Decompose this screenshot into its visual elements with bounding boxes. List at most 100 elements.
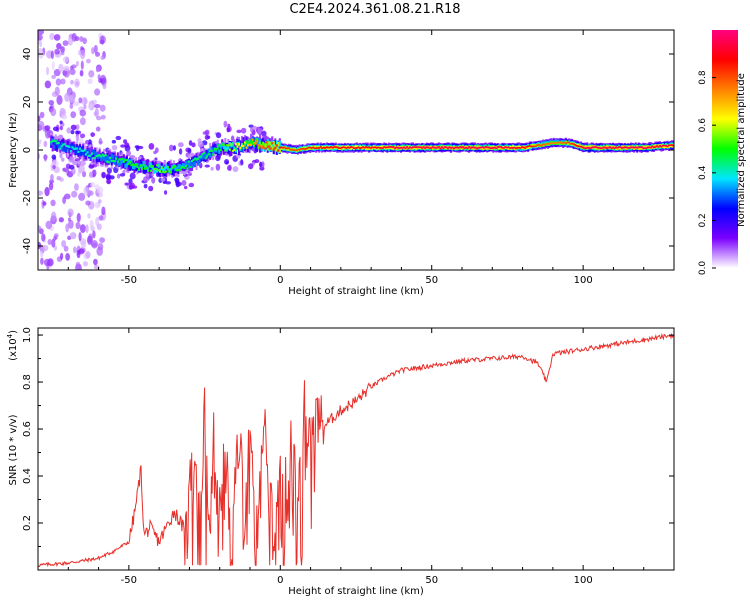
spectrogram-cell: [89, 155, 92, 160]
spectrogram-cell: [79, 133, 86, 139]
spectrogram-cell: [395, 146, 398, 149]
spectrogram-cell: [99, 237, 106, 244]
spectrogram-cell: [52, 164, 56, 170]
spectrogram-cell: [418, 146, 421, 149]
spectrogram-cell: [669, 144, 672, 146]
spectrogram-cell: [339, 147, 342, 149]
spectrogram-cell: [68, 145, 71, 149]
spectrogram-cell: [581, 146, 584, 149]
colorbar-scale: [712, 30, 738, 268]
spectrogram-cell: [177, 164, 180, 169]
spectrogram-cell: [100, 155, 103, 158]
spectrogram-cell: [584, 147, 587, 150]
spectrogram-cell: [53, 139, 56, 147]
spectrogram-cell: [74, 183, 79, 191]
spectrogram-cell: [654, 146, 657, 148]
spectrogram-cell: [204, 164, 210, 168]
spectrogram-cell: [135, 145, 140, 152]
spectrogram-cell: [422, 146, 425, 148]
spectrogram-cell: [95, 155, 98, 163]
spectrogram-cell: [64, 92, 71, 102]
spectrogram-cell: [155, 147, 159, 153]
spectrogram-cell: [437, 146, 440, 148]
spectrogram-cell: [610, 145, 613, 149]
spectrogram-cell: [327, 146, 330, 149]
spectrogram-cell: [245, 146, 248, 149]
spectrogram-cell: [197, 157, 200, 160]
spectrogram-cell: [94, 107, 99, 118]
spectrogram-cell: [343, 146, 346, 149]
spectrogram-cell: [281, 146, 284, 149]
spectrogram-cell: [115, 135, 122, 141]
spectrogram-cell: [299, 148, 303, 150]
spectrogram-cell: [90, 181, 96, 188]
spectrogram-cell: [434, 147, 437, 149]
spectrogram-cell: [139, 164, 142, 167]
spectrogram-cell: [121, 158, 124, 169]
spectrogram-cell: [359, 145, 362, 149]
spectrogram-cell: [74, 148, 77, 154]
spectrogram-cell: [78, 147, 81, 150]
spectrogram-cell: [636, 146, 639, 149]
spectrogram-cell: [568, 141, 571, 146]
spectrogram-cell: [87, 235, 91, 244]
spectrogram-cell: [254, 139, 257, 145]
spectrogram-cell: [356, 147, 359, 149]
spectrogram-cell: [221, 143, 224, 151]
spectrogram-cell: [349, 146, 353, 148]
spectrogram-cell: [303, 148, 306, 150]
spectrogram-cell: [504, 146, 507, 148]
spectrogram-cell: [321, 147, 324, 149]
spectrogram-cell: [407, 145, 410, 149]
spectrogram-cell: [366, 146, 369, 149]
spectrogram-cell: [268, 144, 271, 152]
spectrogram-cell: [481, 146, 484, 150]
spectrogram-cell: [628, 147, 631, 149]
spectrogram-cell: [575, 144, 578, 147]
spectrogram-cell: [502, 147, 505, 149]
spectrogram-cell: [561, 142, 565, 144]
spectrogram-cell: [250, 143, 253, 147]
spectrogram-cell: [192, 158, 195, 162]
spectrogram-cell: [157, 163, 160, 173]
spectrogram-cell: [637, 146, 640, 150]
spectrogram-cell: [69, 156, 75, 163]
spectrogram-cell: [80, 60, 84, 70]
spectrogram-cell: [625, 146, 628, 149]
spectrogram-cell: [98, 154, 101, 157]
spectrogram-cell: [527, 145, 530, 148]
spectrogram-cell: [275, 147, 278, 152]
spectrogram-cell: [93, 44, 98, 54]
spectrogram-cell: [259, 161, 263, 168]
spectrogram-cell: [224, 149, 227, 152]
spectrogram-cell: [652, 146, 655, 149]
spectrogram-cell: [428, 147, 431, 149]
spectrogram-cell: [106, 167, 112, 174]
spectrogram-cell: [87, 189, 93, 197]
spectrogram-cell: [62, 65, 70, 72]
spectrogram-cell: [240, 159, 244, 166]
spectrogram-cell: [315, 147, 318, 149]
spectrogram-cell: [663, 144, 666, 147]
spectrogram-cell: [62, 40, 69, 46]
spectrogram-cell: [272, 148, 275, 151]
spectrogram-cell: [218, 144, 221, 147]
spectrogram-cell: [95, 67, 100, 73]
spectrogram-cell: [54, 48, 61, 55]
spectrogram-cell: [157, 169, 160, 172]
spectrogram-cell: [486, 146, 489, 149]
spectrogram-cell: [313, 145, 316, 149]
spectrogram-cell: [278, 146, 281, 149]
spectrogram-cell: [103, 156, 106, 161]
spectrogram-cell: [48, 100, 55, 106]
spectrogram-cell: [128, 160, 131, 164]
spectrogram-cell: [55, 78, 62, 86]
spectrogram-cell: [68, 145, 71, 151]
spectrogram-cell: [389, 146, 392, 148]
spectrogram-cell: [98, 140, 103, 145]
spectrogram-cell: [54, 139, 57, 142]
spectrogram-cell: [415, 146, 418, 150]
spectrogram-cell: [490, 147, 493, 149]
spectrogram-cell: [277, 141, 280, 147]
spectrogram-cell: [480, 146, 483, 149]
